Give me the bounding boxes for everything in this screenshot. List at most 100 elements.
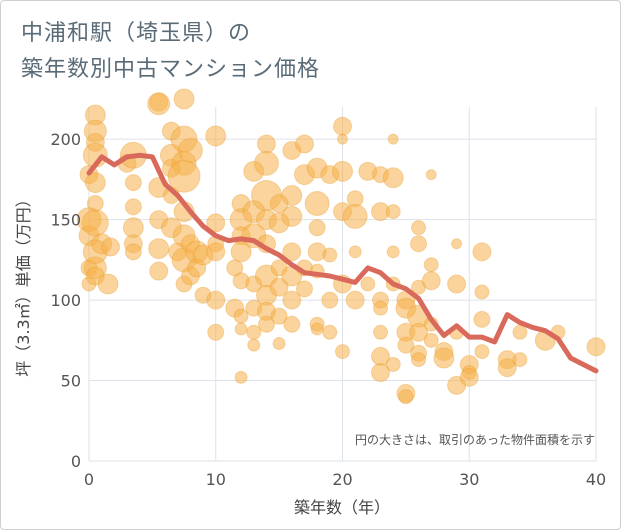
data-bubble [385,204,401,220]
data-bubble [373,324,389,340]
data-bubble [304,191,330,217]
x-tick-label: 0 [84,470,94,489]
data-bubble [373,300,389,316]
data-bubble [447,274,467,294]
data-bubble [586,337,606,357]
data-bubble [433,347,455,369]
data-bubble [253,150,279,176]
data-bubble [294,134,314,154]
data-bubble [322,247,338,263]
data-bubble [101,237,121,257]
chart-title-line1: 中浦和駅（埼玉県）の [21,21,252,46]
data-bubble [512,324,528,340]
data-bubble [173,88,195,110]
data-bubble [295,280,313,298]
data-bubble [387,133,399,145]
data-bubble [512,352,528,368]
data-bubble [282,290,302,310]
data-bubble [342,203,368,229]
y-tick-label: 50 [61,372,81,391]
data-bubble [474,284,490,300]
data-bubble [256,134,276,154]
y-tick-label: 200 [50,130,81,149]
chart-title-line2: 築年数別中古マンション価格 [21,57,321,82]
y-tick-label: 100 [50,291,81,310]
data-bubble [459,367,479,387]
data-bubble [474,344,490,360]
data-bubble [425,169,437,181]
data-bubble [321,291,339,309]
data-bubble [167,159,201,193]
data-bubble [270,307,288,325]
data-bubble [411,352,427,368]
bubble-layer [76,88,606,405]
x-tick-label: 40 [586,470,606,489]
data-bubble [234,322,248,336]
data-bubble [410,235,428,253]
data-bubble [451,238,463,250]
data-bubble [421,271,441,291]
size-legend-note: 円の大きさは、取引のあった物件面積を示す [355,432,595,447]
data-bubble [124,174,142,192]
data-bubble [360,276,376,292]
data-bubble [397,336,415,354]
data-bubble [423,257,439,273]
data-bubble [269,277,289,297]
data-bubble [234,370,248,384]
data-bubble [308,219,326,237]
data-bubble [345,290,365,310]
data-bubble [206,290,226,310]
x-axis-title: 築年数（年） [294,498,390,517]
data-bubble [147,92,171,116]
data-bubble [473,310,491,328]
data-bubble [282,242,302,262]
y-tick-label: 0 [71,452,81,471]
y-axis-title: 坪（3.3㎡）単価（万円） [14,191,33,376]
data-bubble [385,356,401,372]
data-bubble [348,245,362,259]
data-bubble [283,315,301,333]
data-bubble [333,116,352,136]
data-bubble [124,198,142,216]
data-bubble [409,322,429,342]
data-bubble [206,242,226,262]
data-bubble [281,185,303,206]
data-bubble [206,213,226,233]
y-tick-label: 150 [50,211,81,230]
data-bubble [423,332,439,348]
data-bubble [322,324,338,340]
data-bubble [398,389,414,405]
data-bubble [310,322,324,336]
data-bubble [84,172,106,194]
trend-line [86,152,599,374]
data-bubble [371,363,391,382]
data-bubble [257,315,275,333]
x-tick-label: 30 [459,470,479,489]
data-bubble [97,273,119,295]
x-tick-label: 20 [332,470,352,489]
data-bubble [335,344,350,360]
tick-labels: 0 10 20 30 40 0 50 100 150 200 [50,130,606,489]
data-bubble [281,205,303,227]
data-bubble [177,137,203,163]
data-bubble [497,358,517,378]
data-bubble [230,241,252,263]
data-bubble [86,195,104,213]
data-bubble [149,261,169,281]
data-bubble [472,242,492,262]
data-bubble [148,238,170,260]
data-bubble [247,338,261,352]
data-bubble [207,323,225,341]
data-bubble [81,209,109,237]
data-bubble [411,220,427,236]
data-bubble [382,167,404,189]
data-bubble [124,243,142,261]
data-bubble [272,337,286,351]
data-bubble [205,125,227,147]
data-bubble [337,133,348,145]
x-tick-label: 10 [206,470,226,489]
data-bubble [332,160,353,182]
data-bubble [386,245,400,259]
